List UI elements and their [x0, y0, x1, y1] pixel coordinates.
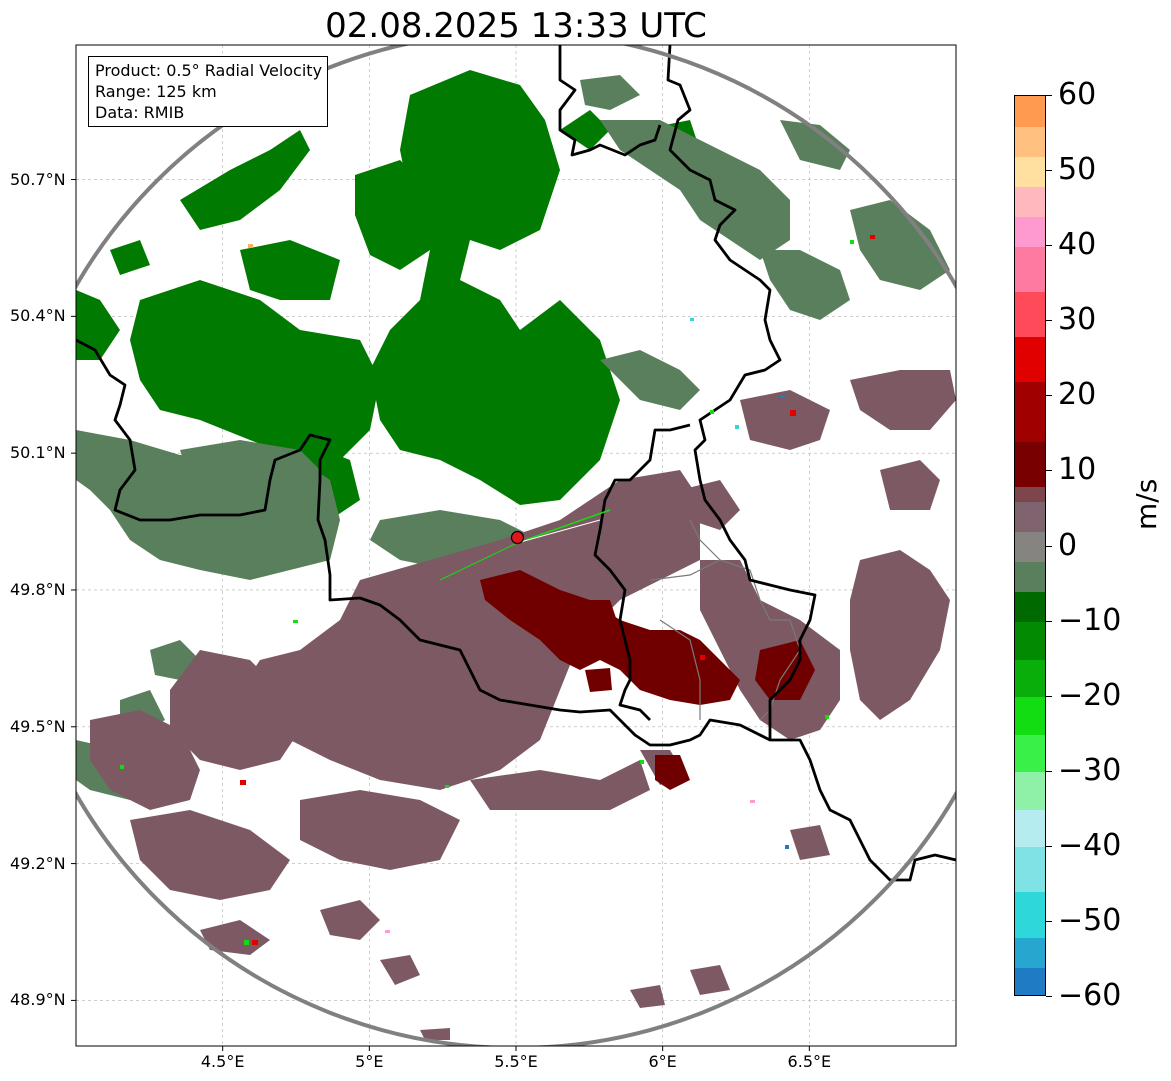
- product-info-box: Product: 0.5° Radial Velocity Range: 125…: [88, 56, 329, 127]
- colorbar-tick-label-6: 0: [1058, 527, 1078, 563]
- colorbar-segment-21: [1015, 186, 1045, 217]
- colorbar-tick-label-0: 60: [1058, 77, 1097, 112]
- lat-tick-label: 49.5°N: [10, 716, 66, 736]
- colorbar-segment-0: [1015, 966, 1045, 995]
- colorbar-tick-mark-9: [1046, 770, 1052, 772]
- colorbar-tick-mark-11: [1046, 920, 1052, 922]
- colorbar-tick-mark-0: [1046, 95, 1052, 96]
- colorbar-unit-label: m/s: [1130, 478, 1163, 530]
- colorbar-segment-12: [1015, 531, 1045, 563]
- radar-site-marker[interactable]: [510, 530, 525, 545]
- colorbar-tick-label-4: 20: [1058, 377, 1097, 413]
- axis-ticks: [71, 179, 810, 1051]
- colorbar-segment-9: [1015, 621, 1045, 660]
- lat-tick-label: 48.9°N: [10, 990, 66, 1010]
- colorbar-segment-11: [1015, 561, 1045, 593]
- colorbar-tick-mark-5: [1046, 470, 1052, 472]
- colorbar-segment-5: [1015, 771, 1045, 810]
- colorbar-tick-mark-8: [1046, 695, 1052, 697]
- lon-tick-label: 4.5°E: [200, 1052, 245, 1071]
- colorbar-tick-mark-2: [1046, 245, 1052, 247]
- national-borders: [76, 45, 956, 882]
- colorbar-segment-14: [1015, 486, 1045, 503]
- colorbar-segment-10: [1015, 591, 1045, 623]
- colorbar-segment-19: [1015, 246, 1045, 292]
- colorbar-tick-mark-12: [1046, 996, 1052, 997]
- echo-strong-outbound: [480, 570, 815, 790]
- colorbar-segment-15: [1015, 441, 1045, 488]
- colorbar-segment-6: [1015, 734, 1045, 773]
- state-borders: [649, 519, 801, 721]
- colorbar-segment-22: [1015, 156, 1045, 187]
- colorbar-segment-1: [1015, 936, 1045, 968]
- colorbar-tick-label-8: −20: [1058, 677, 1122, 713]
- colorbar-tick-label-10: −40: [1058, 827, 1122, 863]
- colorbar-segment-23: [1015, 126, 1045, 157]
- velocity-colorbar: [1014, 95, 1046, 996]
- colorbar-tick-label-1: 50: [1058, 152, 1097, 188]
- colorbar-segment-3: [1015, 846, 1045, 893]
- colorbar-tick-label-7: −10: [1058, 602, 1122, 638]
- lat-tick-label: 50.1°N: [10, 443, 66, 463]
- colorbar-segment-13: [1015, 501, 1045, 533]
- chart-title: 02.08.2025 13:33 UTC: [325, 6, 707, 46]
- lat-tick-label: 50.4°N: [10, 306, 66, 326]
- colorbar-tick-label-5: 10: [1058, 452, 1097, 488]
- colorbar-tick-mark-7: [1046, 620, 1052, 622]
- colorbar-segment-24: [1015, 96, 1045, 127]
- lat-tick-label: 50.7°N: [10, 169, 66, 189]
- range-label: Range: 125 km: [95, 82, 217, 101]
- lat-tick-label: 49.8°N: [10, 579, 66, 599]
- colorbar-segment-17: [1015, 336, 1045, 382]
- colorbar-tick-label-3: 30: [1058, 302, 1097, 338]
- lat-tick-label: 49.2°N: [10, 853, 66, 873]
- colorbar-tick-mark-10: [1046, 845, 1052, 847]
- colorbar-tick-mark-3: [1046, 320, 1052, 322]
- colorbar-segment-20: [1015, 216, 1045, 247]
- lon-tick-label: 6.5°E: [787, 1052, 832, 1071]
- data-source-label: Data: RMIB: [95, 103, 185, 122]
- colorbar-segment-7: [1015, 696, 1045, 735]
- colorbar-tick-label-11: −50: [1058, 902, 1122, 938]
- colorbar-tick-mark-4: [1046, 395, 1052, 397]
- colorbar-tick-label-12: −60: [1058, 978, 1122, 1013]
- lon-tick-label: 5°E: [355, 1052, 384, 1071]
- clutter-specks: [120, 235, 875, 945]
- colorbar-tick-mark-6: [1046, 545, 1052, 547]
- echo-weak-outbound: [90, 370, 956, 1040]
- colorbar-segment-18: [1015, 291, 1045, 337]
- colorbar-segment-16: [1015, 381, 1045, 442]
- colorbar-segment-8: [1015, 659, 1045, 698]
- lon-tick-label: 5.5°E: [494, 1052, 538, 1071]
- colorbar-tick-label-9: −30: [1058, 752, 1122, 788]
- colorbar-tick-label-2: 40: [1058, 227, 1097, 263]
- colorbar-tick-mark-1: [1046, 170, 1052, 172]
- colorbar-segment-4: [1015, 809, 1045, 848]
- colorbar-segment-2: [1015, 891, 1045, 938]
- product-label: Product: 0.5° Radial Velocity: [95, 61, 323, 80]
- lon-tick-label: 6°E: [648, 1052, 677, 1071]
